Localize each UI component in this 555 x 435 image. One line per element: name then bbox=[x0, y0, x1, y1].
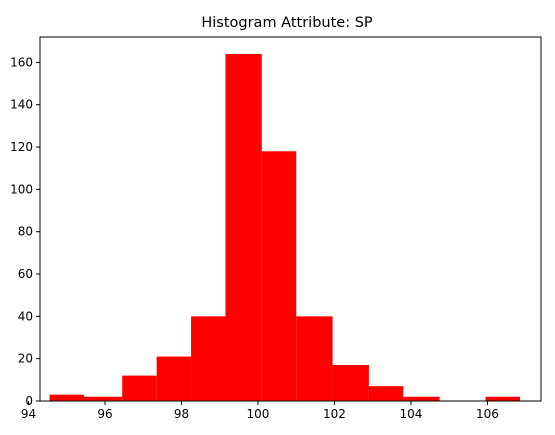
histogram-bar-2 bbox=[122, 375, 157, 401]
x-tick-label: 98 bbox=[174, 407, 189, 421]
x-tick-label: 96 bbox=[97, 407, 112, 421]
plot-frame bbox=[39, 36, 542, 402]
y-tick-label: 160 bbox=[10, 55, 33, 69]
y-tick-label: 0 bbox=[25, 394, 33, 408]
histogram-bar-3 bbox=[156, 356, 192, 401]
y-tick-label: 120 bbox=[10, 140, 33, 154]
chart-title: Histogram Attribute: SP bbox=[201, 15, 373, 31]
y-tick-label: 20 bbox=[18, 352, 33, 366]
histogram-bar-10 bbox=[403, 396, 440, 401]
x-tick-label: 104 bbox=[400, 407, 423, 421]
chart-axes: 94 96 98 100 102 104 106 0 20 40 60 80 100 120 140 160 bbox=[10, 36, 542, 421]
x-tick-label: 94 bbox=[21, 407, 36, 421]
y-tick-label: 60 bbox=[18, 267, 33, 281]
histogram-bar-9 bbox=[368, 386, 404, 401]
histogram-bar-0 bbox=[49, 394, 84, 401]
x-tick-label: 106 bbox=[476, 407, 499, 421]
histogram-bar-4 bbox=[191, 316, 226, 401]
histogram-bar-12 bbox=[485, 396, 520, 401]
histogram-bar-7 bbox=[296, 316, 333, 401]
histogram-bar-8 bbox=[332, 365, 369, 401]
histogram-bars bbox=[49, 53, 520, 402]
histogram-bar-5 bbox=[225, 53, 262, 402]
histogram-bar-1 bbox=[83, 396, 123, 401]
x-tick-label: 102 bbox=[323, 407, 346, 421]
y-tick-label: 100 bbox=[10, 182, 33, 196]
y-tick-label: 40 bbox=[18, 309, 33, 323]
histogram-bar-6 bbox=[261, 151, 297, 401]
x-tick-label: 100 bbox=[247, 407, 270, 421]
y-tick-label: 140 bbox=[10, 98, 33, 112]
y-tick-label: 80 bbox=[18, 225, 33, 239]
